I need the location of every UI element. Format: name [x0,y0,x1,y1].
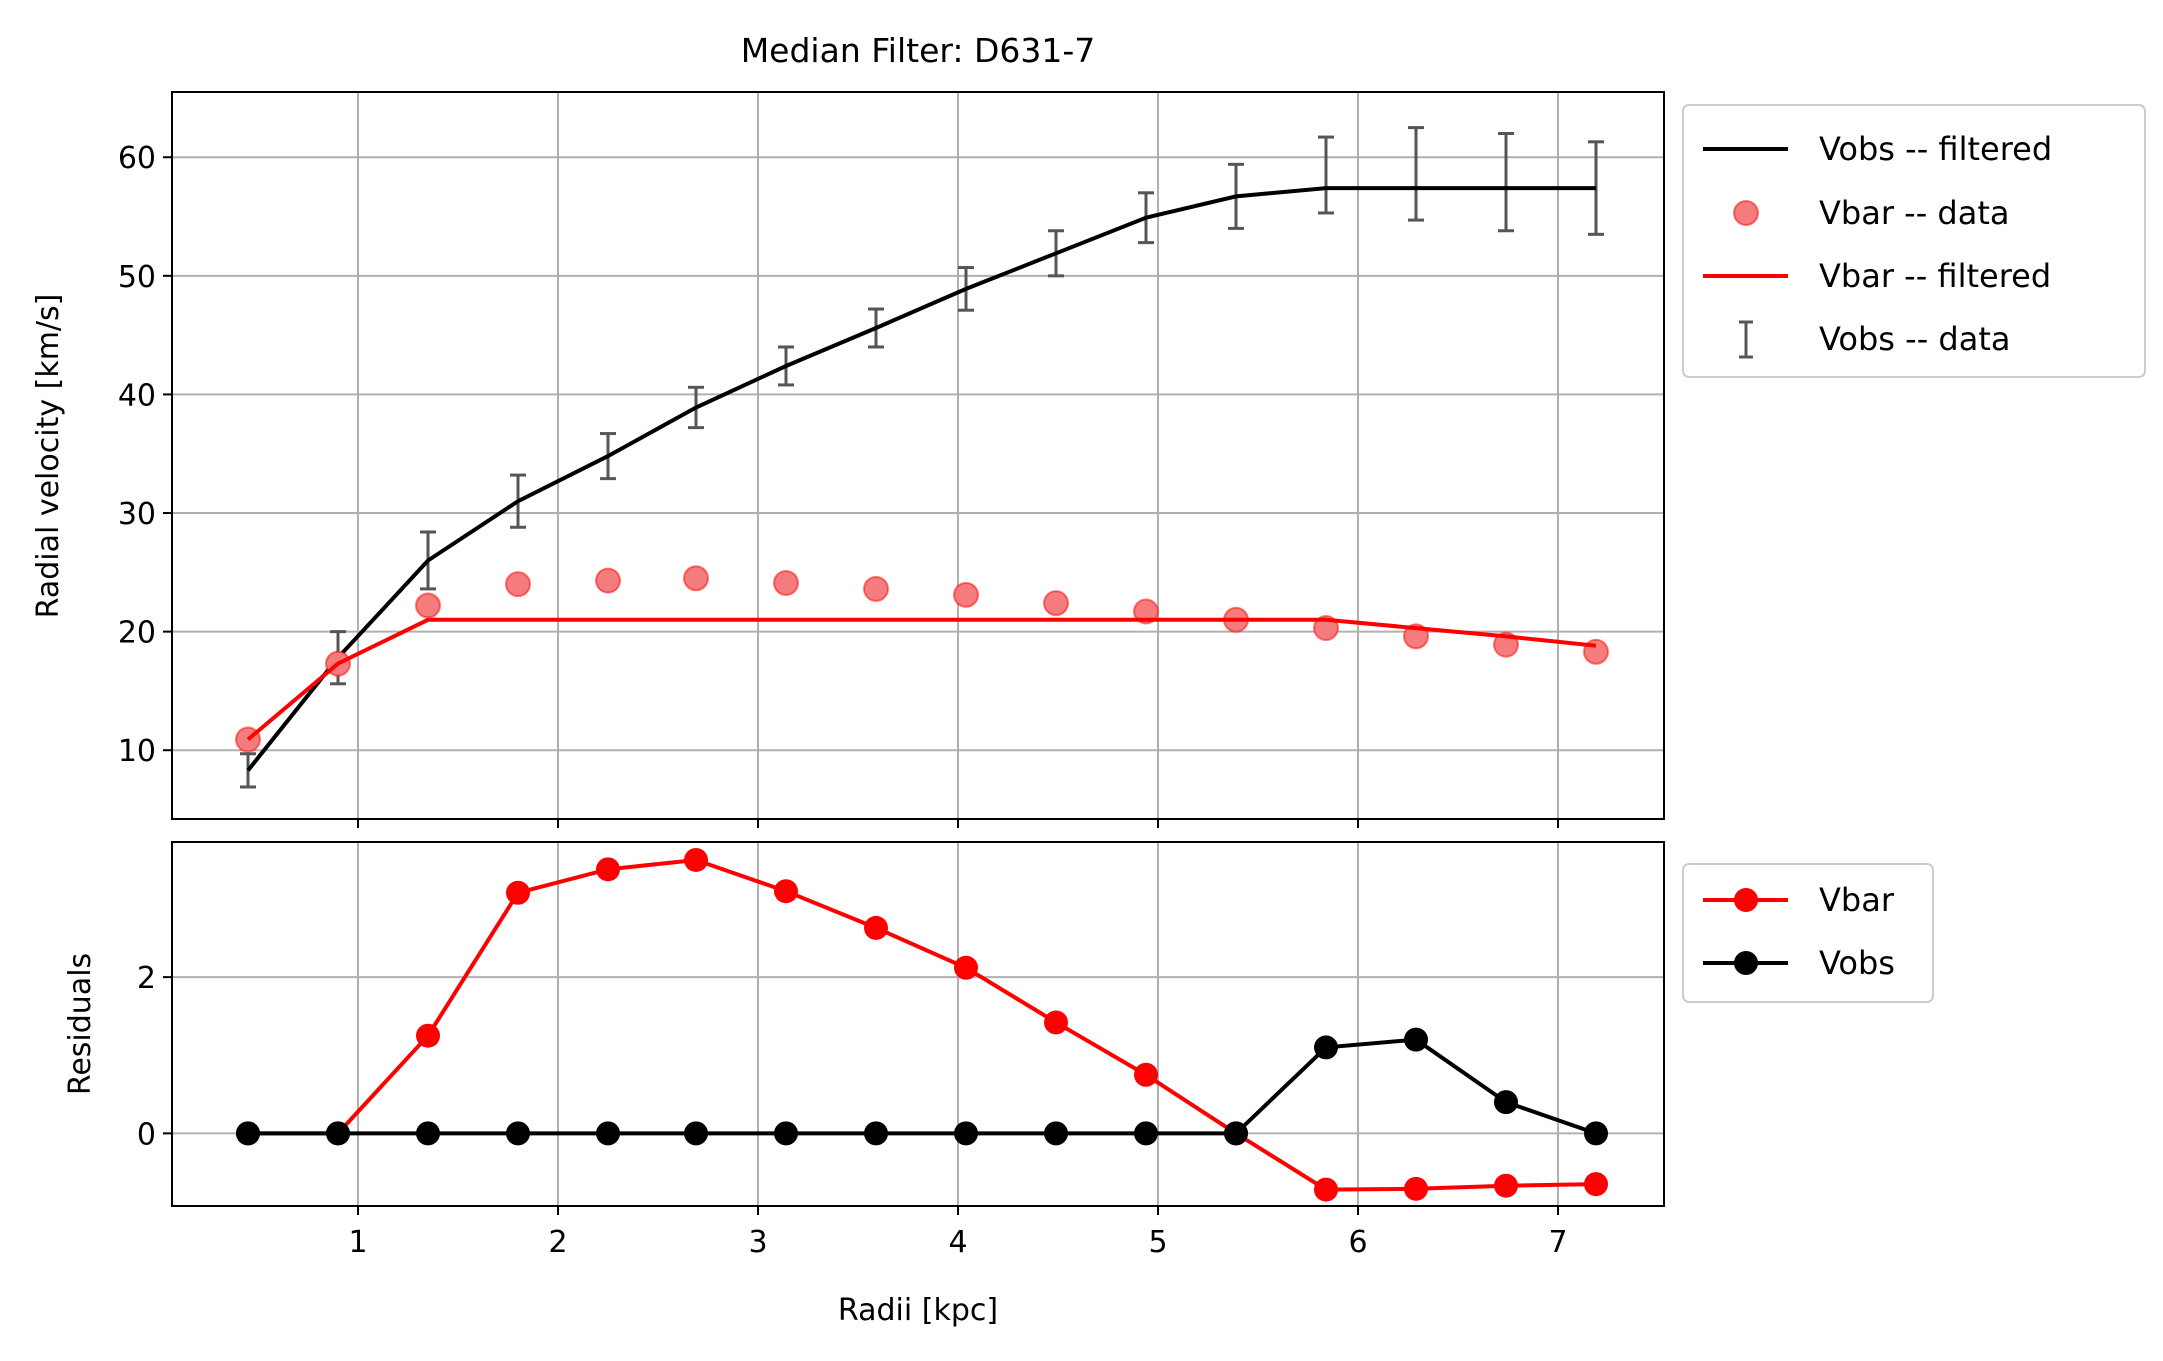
vobs-data-errorbar [1498,132,1514,233]
vobs-data-errorbar [1408,126,1424,222]
legend-swatch-vbar-data [1733,200,1759,226]
residuals-y-axis-label: Residuals [63,953,98,1095]
x-axis-label: Radii [kpc] [838,1293,998,1328]
vobs-residual-point [1404,1027,1428,1052]
velocity-panel: 10 20 30 40 50 60 Radial velocity [km/s] [31,91,1665,828]
vbar-residual-point [1584,1172,1608,1197]
vobs-residual-point [1584,1121,1608,1146]
vbar-data-point [1133,598,1159,625]
residuals-plot-area [236,847,1608,1202]
legend-label-vobs: Vobs [1819,944,1895,982]
vbar-residual-point [596,857,620,882]
velocity-legend: Vobs -- filtered Vbar -- data Vbar -- fi… [1682,104,2146,378]
residuals-x-ticks: 1 2 3 4 5 6 7 [348,1206,1568,1260]
vobs-residual-point [1494,1090,1518,1115]
vbar-data-point [415,592,441,619]
vobs-residual-point [864,1121,888,1146]
vobs-residual-point [596,1121,620,1146]
velocity-x-ticks [357,819,1559,828]
vobs-residual-point [1224,1121,1248,1146]
vobs-filtered-line [246,186,1596,772]
residuals-y-ticks: 02 [137,961,172,1152]
vbar-residual-point [506,880,530,905]
y-tick-label: 2 [137,961,156,996]
y-tick-label: 20 [118,616,156,651]
x-tick-label: 1 [348,1225,367,1260]
vobs-residual-point [1134,1121,1158,1146]
vobs-residual-point [954,1121,978,1146]
y-tick-label: 40 [118,378,156,413]
vbar-residual-point [774,879,798,904]
vbar-residual-point [684,847,708,872]
vobs-residual-point [684,1121,708,1146]
chart-title: Median Filter: D631-7 [741,31,1096,70]
vobs-residual-point [416,1121,440,1146]
legend-label-vobs-filtered: Vobs -- filtered [1819,130,2052,168]
residuals-axes-frame [171,841,1665,1207]
y-tick-label: 60 [118,141,156,176]
velocity-axes-frame [171,91,1665,820]
vbar-data-point [595,567,621,594]
residuals-legend-frame [1682,863,1934,1003]
vbar-residual-line [248,857,1597,1192]
x-tick-label: 6 [1348,1225,1367,1260]
legend-label-vbar: Vbar [1819,881,1895,919]
vbar-residual-point [954,955,978,980]
vbar-data-point [773,569,799,596]
vbar-data-point [1043,590,1069,617]
x-tick-label: 7 [1548,1225,1567,1260]
vbar-data-point [863,575,889,602]
legend-marker-vbar [1734,888,1758,912]
vobs-residual-point [326,1121,350,1146]
y-tick-label: 50 [118,260,156,295]
legend-label-vbar-data: Vbar -- data [1819,194,2009,232]
y-tick-label: 10 [118,734,156,769]
vbar-residual-point [1044,1010,1068,1035]
vbar-residual-point [1404,1176,1428,1201]
vbar-residual-point [1314,1177,1338,1202]
legend-label-vbar-filtered: Vbar -- filtered [1819,257,2051,295]
velocity-y-ticks: 10 20 30 40 50 60 [118,141,172,769]
vobs-residual-point [236,1121,260,1146]
vbar-residual-point [1494,1173,1518,1198]
vbar-data-point [505,571,531,598]
vbar-residual-point [864,915,888,940]
vbar-filtered-line [246,617,1597,742]
vobs-residual-point [1314,1035,1338,1060]
legend-swatch-vobs-data [1739,320,1753,359]
vbar-data-point [683,565,709,592]
residuals-grid [172,842,1664,1206]
vobs-residual-line [248,1037,1597,1136]
y-tick-label: 0 [137,1117,156,1152]
vobs-residual-point [1044,1121,1068,1146]
vbar-residual-point [1134,1062,1158,1087]
vbar-residual-point [416,1023,440,1048]
vobs-data-errorbar [1318,135,1334,215]
residuals-legend: Vbar Vobs [1682,863,1934,1003]
legend-label-vobs-data: Vobs -- data [1819,320,2010,358]
x-tick-label: 2 [548,1225,567,1260]
vobs-residual-point [774,1121,798,1146]
x-tick-label: 4 [948,1225,967,1260]
legend-marker-vobs [1734,951,1758,975]
velocity-plot-area [235,126,1609,789]
y-tick-label: 30 [118,497,156,532]
vbar-data-point [953,581,979,608]
velocity-legend-frame [1682,104,2146,378]
vobs-residual-point [506,1121,530,1146]
velocity-grid [172,92,1664,819]
x-tick-label: 5 [1148,1225,1167,1260]
x-tick-label: 3 [748,1225,767,1260]
velocity-y-axis-label: Radial velocity [km/s] [31,294,66,619]
